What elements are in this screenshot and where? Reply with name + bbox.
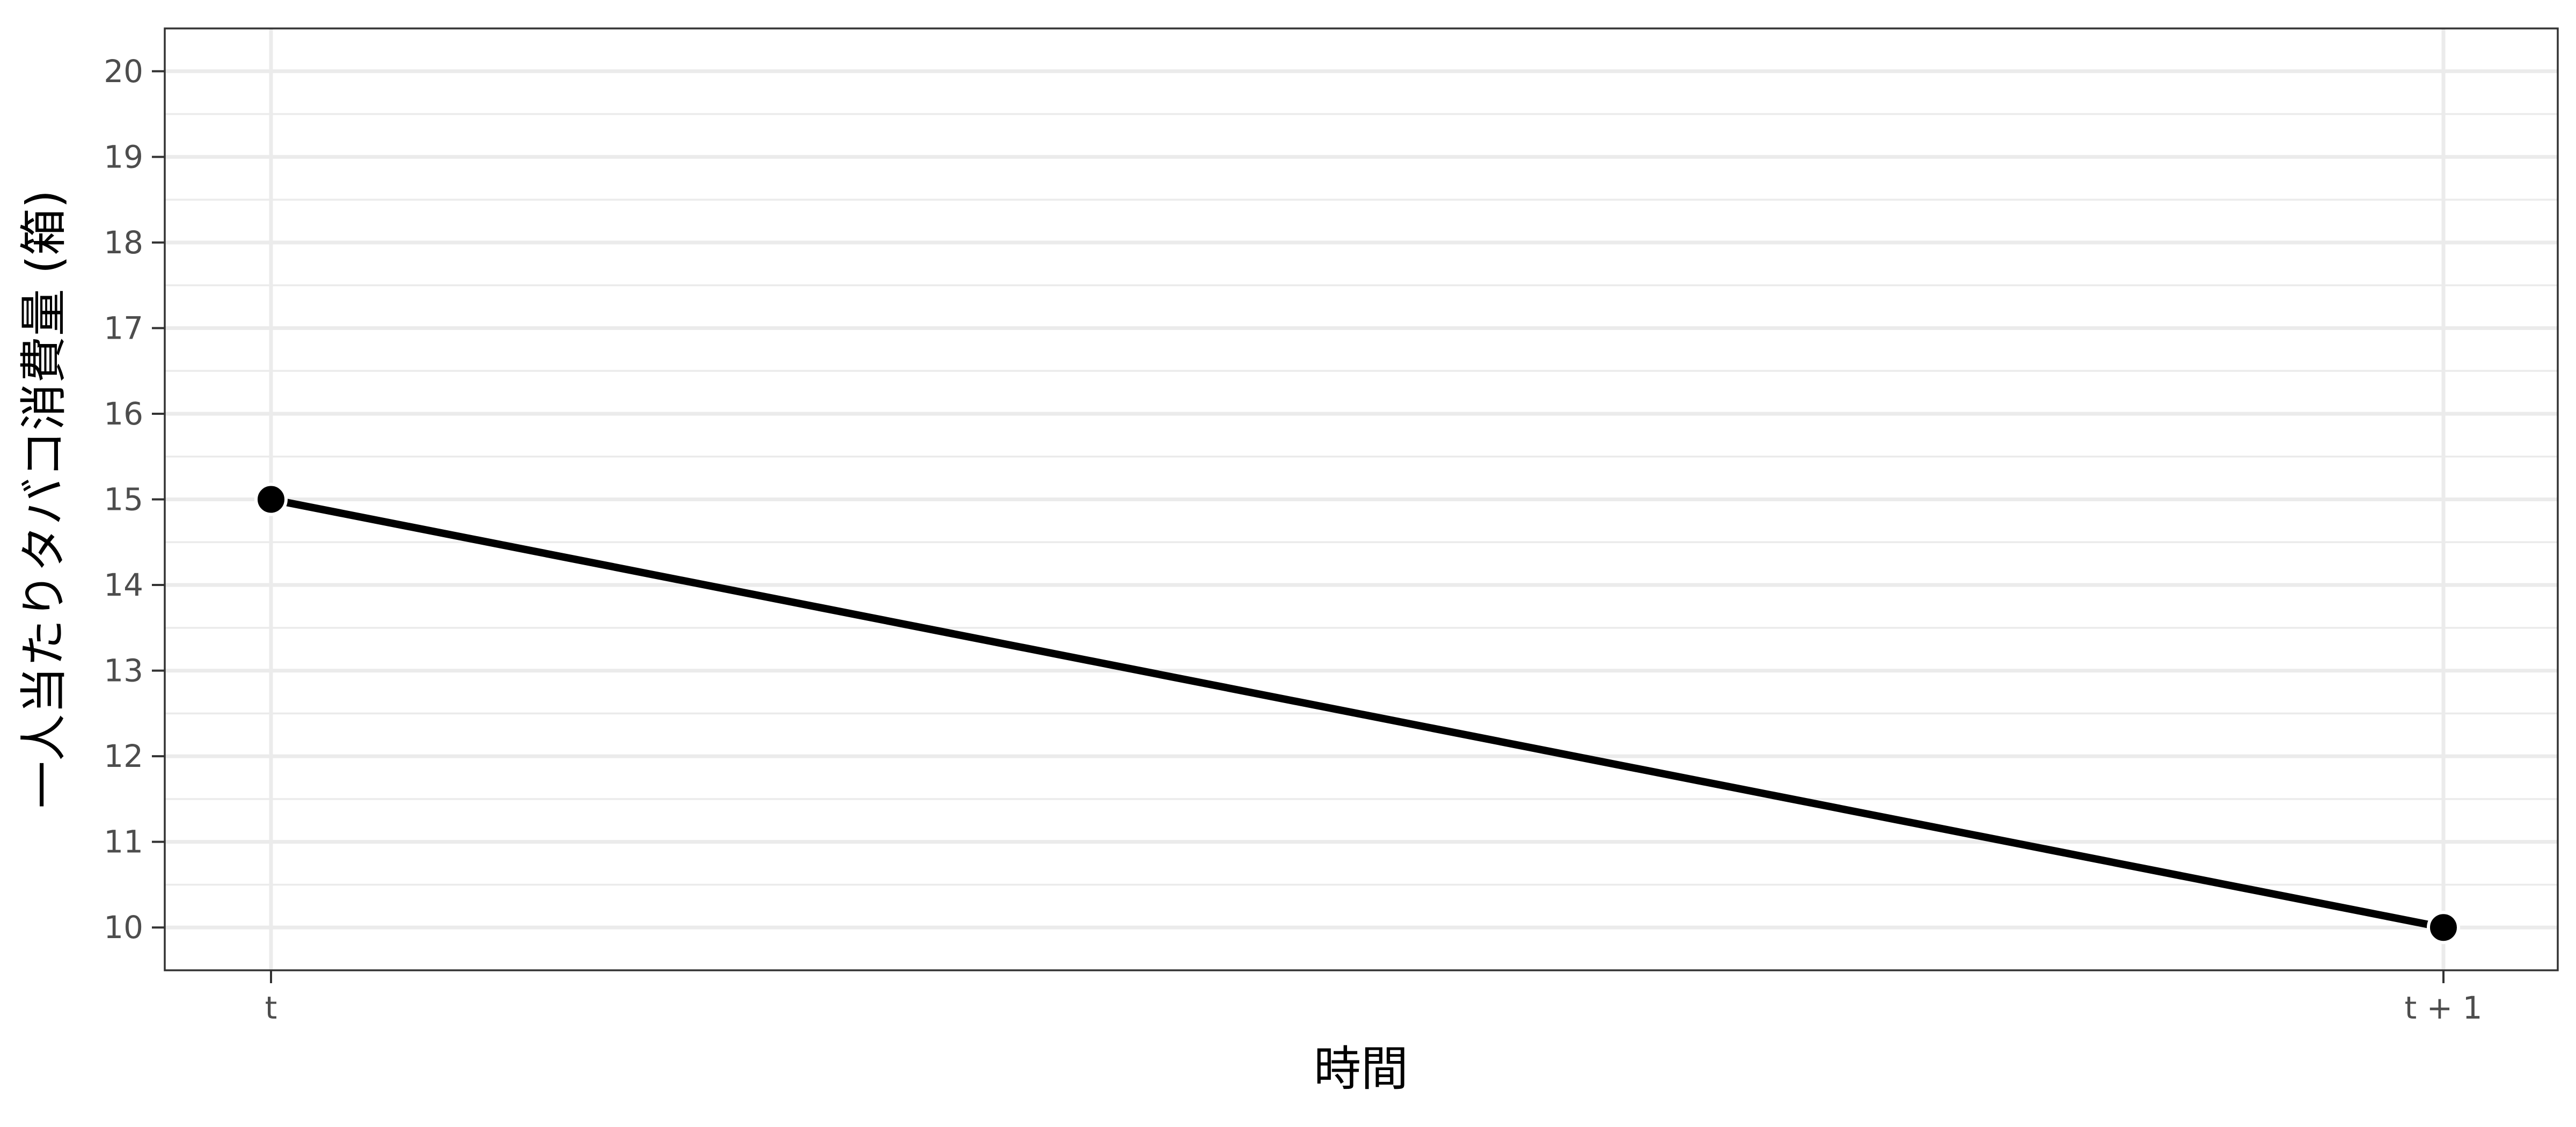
y-tick-label: 11 [104,824,143,860]
y-tick-label: 14 [104,567,143,603]
y-axis-title: 一人当たりタバコ消費量 (箱) [16,190,71,809]
y-tick-label: 12 [104,738,143,774]
data-point [254,482,288,516]
y-tick-label: 13 [104,653,143,689]
x-tick-label: t [265,990,277,1026]
y-tick-label: 20 [104,53,143,90]
y-tick-label: 10 [104,909,143,946]
series-layer [254,482,2460,945]
y-tick-label: 16 [104,396,143,432]
series-line [270,495,2445,932]
data-point [2427,911,2460,945]
y-axis: 10 11 12 13 14 15 16 17 18 19 20 [104,53,165,946]
x-axis: t t + 1 [265,970,2483,1026]
y-tick-label: 18 [104,224,143,261]
y-tick-label: 15 [104,481,143,518]
x-axis-title: 時間 [1314,1041,1408,1096]
y-tick-label: 17 [104,310,143,346]
y-tick-label: 19 [104,138,143,175]
x-tick-label: t + 1 [2404,990,2482,1026]
